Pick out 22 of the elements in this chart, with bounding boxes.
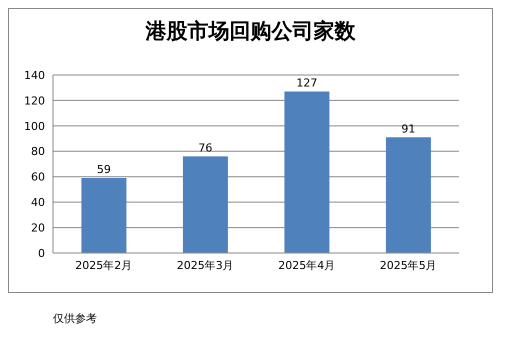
x-tick-label: 2025年2月 — [75, 258, 132, 272]
data-label: 91 — [401, 122, 416, 136]
text: 仅供参考 — [53, 311, 98, 326]
bar — [386, 137, 431, 253]
bar — [81, 178, 126, 253]
y-tick-label: 0 — [38, 246, 45, 260]
chart-title: 港股市场回购公司家数 — [144, 18, 356, 45]
bar — [284, 92, 330, 253]
x-tick-label: 2025年5月 — [380, 258, 437, 272]
x-tick-label: 2025年3月 — [176, 258, 234, 272]
y-tick-label: 80 — [31, 145, 45, 158]
y-tick-label: 100 — [24, 120, 45, 133]
y-tick-label: 40 — [31, 196, 45, 210]
bar — [182, 156, 228, 253]
y-tick-label: 120 — [24, 94, 45, 108]
data-label: 76 — [198, 141, 212, 154]
y-tick-label: 20 — [31, 221, 45, 234]
y-tick-label: 60 — [31, 170, 45, 184]
y-tick-label: 140 — [24, 68, 45, 82]
x-tick-label: 2025年4月 — [278, 258, 336, 272]
data-label: 59 — [96, 162, 111, 176]
data-label: 127 — [296, 76, 318, 90]
